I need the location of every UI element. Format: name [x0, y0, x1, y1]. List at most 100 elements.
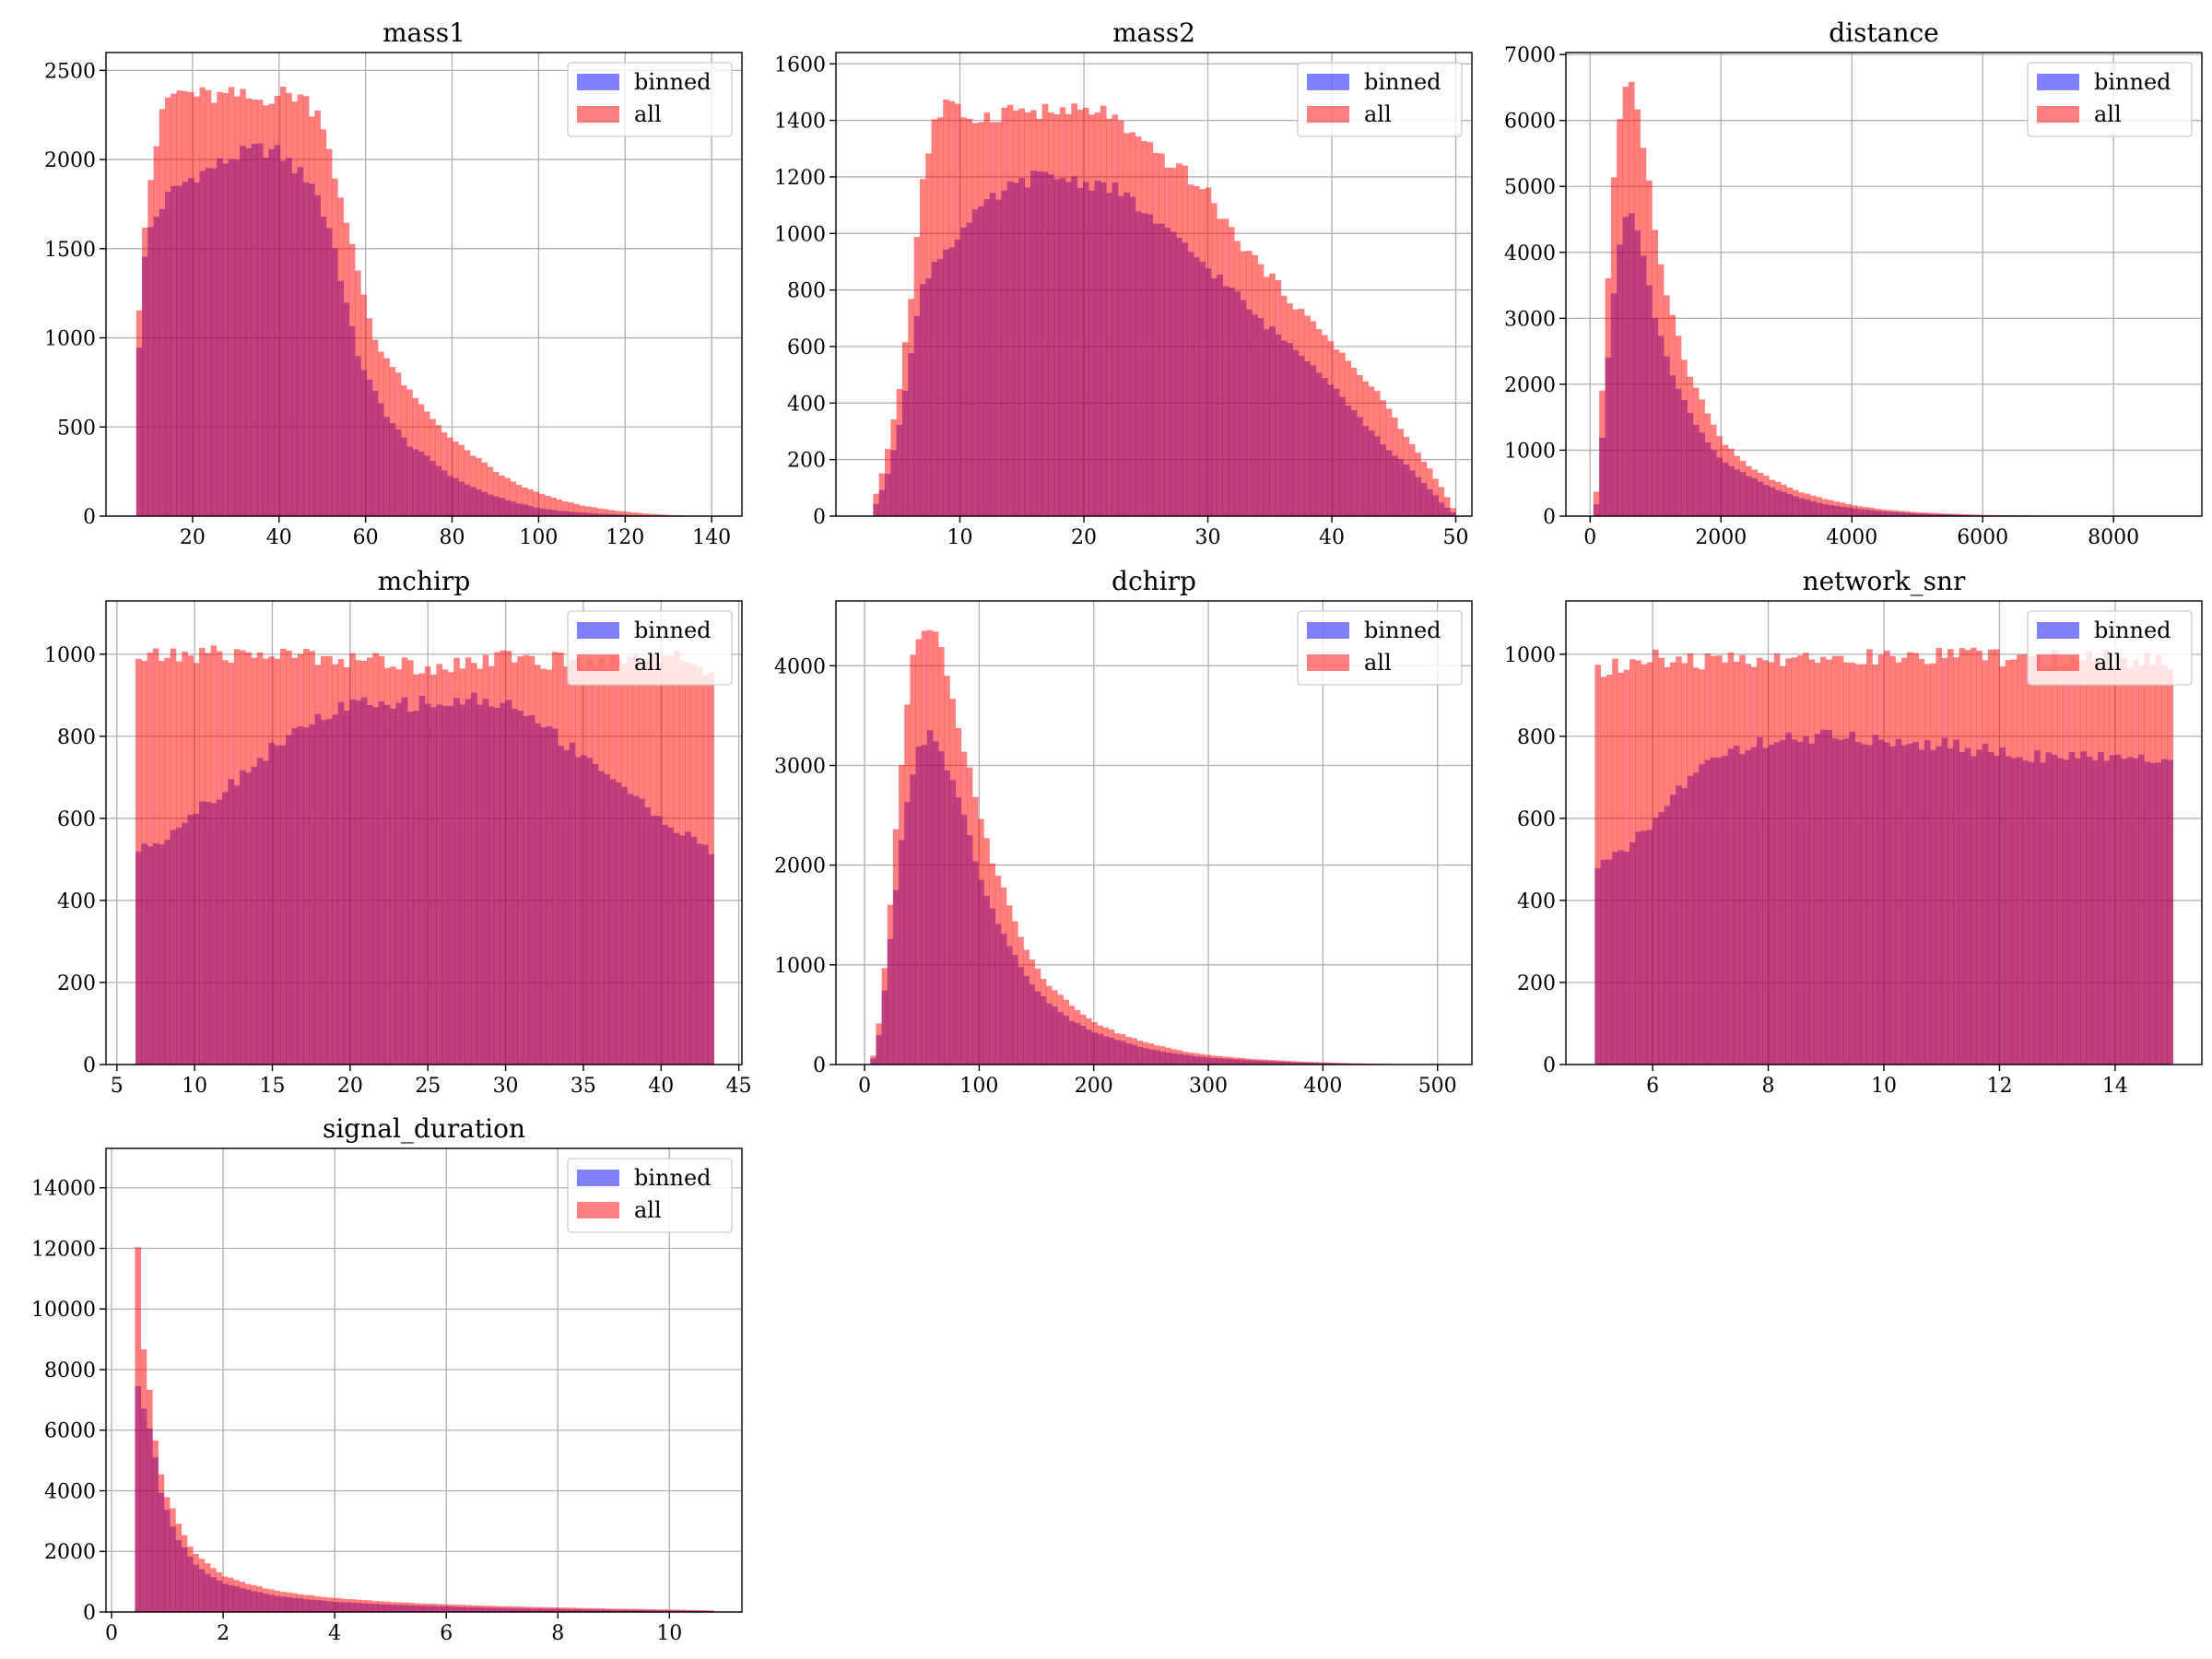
- subplot-title: network_snr: [1803, 566, 1966, 596]
- histogram-bar: [1877, 654, 1885, 1065]
- histogram-bar: [2040, 665, 2046, 1065]
- y-tick-label: 600: [1517, 808, 1556, 831]
- histogram-bar: [1106, 118, 1112, 516]
- histogram-bar: [881, 968, 888, 1065]
- histogram-bar: [488, 1606, 495, 1612]
- histogram-bar: [653, 513, 661, 516]
- histogram-bar: [1854, 664, 1862, 1065]
- histogram-bar: [1420, 461, 1428, 516]
- histogram-bar: [240, 650, 246, 1065]
- histogram-bar: [558, 653, 564, 1065]
- histogram-bar: [1077, 110, 1084, 516]
- histogram-bar: [642, 513, 649, 516]
- histogram-bar: [401, 385, 407, 516]
- y-tick-label: 10000: [31, 1299, 96, 1322]
- histogram-bar: [302, 96, 310, 516]
- histogram-bar: [690, 665, 698, 1065]
- histogram-bar: [446, 437, 453, 516]
- histogram-bar: [607, 510, 615, 516]
- histogram-bar: [627, 1608, 634, 1612]
- histogram-bar: [245, 652, 252, 1065]
- histogram-bar: [1171, 1049, 1177, 1065]
- histogram-bar: [1941, 657, 1948, 1065]
- legend-swatch-all: [577, 1202, 619, 1218]
- histogram-bar: [517, 1606, 524, 1612]
- histogram-bar: [279, 87, 287, 517]
- histogram-bar: [406, 1602, 414, 1612]
- histogram-bar: [274, 95, 281, 517]
- histogram-bar: [1131, 1038, 1137, 1065]
- legend-label-all: all: [634, 1197, 662, 1223]
- histogram-bar: [1176, 163, 1182, 517]
- histogram-bar: [355, 1599, 361, 1612]
- x-tick-label: 25: [415, 1075, 441, 1098]
- histogram-bar: [135, 658, 142, 1065]
- x-tick-label: 6000: [1957, 526, 2008, 549]
- histogram-bar: [413, 1603, 419, 1612]
- y-tick-label: 800: [787, 280, 826, 303]
- histogram-bar: [165, 97, 171, 516]
- histogram-bar: [216, 1571, 223, 1612]
- histogram-bar: [1339, 352, 1346, 516]
- histogram-bar: [325, 148, 333, 516]
- histogram-bar: [540, 1606, 547, 1612]
- histogram-bar: [1635, 660, 1641, 1065]
- histogram-bar: [1845, 503, 1852, 516]
- histogram-bar: [1605, 277, 1612, 516]
- histogram-bar: [1796, 655, 1804, 1065]
- y-tick-label: 1500: [44, 239, 96, 262]
- histogram-bar: [966, 767, 973, 1065]
- histogram-bar: [355, 660, 362, 1065]
- histogram-bar: [573, 503, 580, 516]
- histogram-bar: [1267, 1059, 1274, 1065]
- histogram-bar: [523, 1606, 529, 1612]
- histogram-bar: [274, 658, 281, 1065]
- histogram-bar: [1710, 655, 1717, 1065]
- histogram-bar: [2144, 652, 2150, 1065]
- histogram-bar: [1113, 1033, 1121, 1065]
- histogram-bar: [1057, 994, 1064, 1065]
- histogram-bar: [1757, 472, 1764, 516]
- histogram-bar: [1733, 661, 1740, 1065]
- x-tick-label: 40: [648, 1075, 674, 1098]
- histogram-bar: [1933, 512, 1939, 516]
- histogram-bar: [314, 110, 321, 516]
- legend-label-binned: binned: [2094, 618, 2171, 643]
- x-tick-label: 5: [111, 1075, 124, 1098]
- histogram-bar: [441, 432, 448, 516]
- histogram-bar: [1681, 359, 1688, 516]
- histogram-bar: [320, 655, 327, 1065]
- legend-label-all: all: [634, 650, 662, 676]
- histogram-bar: [662, 655, 668, 1065]
- legend-swatch-binned: [2037, 74, 2079, 90]
- y-tick-label: 4000: [1504, 242, 1556, 265]
- histogram-bar: [556, 499, 563, 516]
- histogram-bar: [1187, 1053, 1194, 1065]
- histogram-bar: [931, 119, 938, 516]
- histogram-bar: [1318, 1062, 1324, 1065]
- histogram-bar: [1079, 1014, 1087, 1065]
- histogram-bar: [932, 631, 939, 1065]
- subplot-mchirp: 5 10 15 20 25 30 35 40 45 0 200 400 600 800 1000 mchirp…: [44, 566, 752, 1098]
- histogram-bar: [1040, 979, 1047, 1065]
- histogram-bar: [343, 666, 350, 1065]
- histogram-bar: [596, 508, 603, 516]
- histogram-bar: [1780, 665, 1786, 1065]
- histogram-bar: [1408, 444, 1416, 516]
- histogram-bar: [604, 1608, 610, 1612]
- histogram-bar: [1240, 251, 1247, 516]
- histogram-bar: [1147, 1043, 1155, 1065]
- histogram-bar: [285, 1592, 292, 1612]
- histogram-bar: [919, 179, 926, 516]
- legend-swatch-binned: [1307, 74, 1349, 90]
- histogram-bar: [1750, 666, 1758, 1065]
- histogram-bar: [627, 657, 634, 1065]
- histogram-bar: [1182, 1052, 1189, 1065]
- histogram-bar: [1606, 675, 1613, 1065]
- histogram-bar: [995, 122, 1002, 516]
- histogram-bar: [581, 1607, 587, 1612]
- histogram-bar: [1362, 381, 1369, 516]
- histogram-bar: [938, 647, 945, 1065]
- histogram-bar: [1675, 335, 1682, 516]
